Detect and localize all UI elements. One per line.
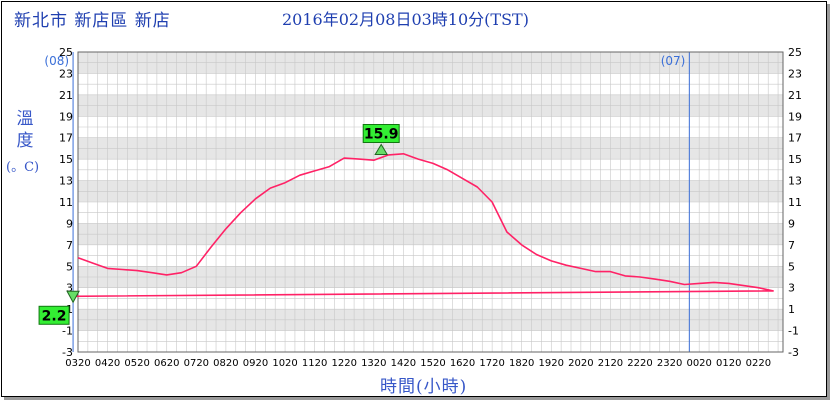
observation-timestamp: 2016年02月08日03時10分(TST) xyxy=(282,10,529,29)
y-axis-label: 溫度 xyxy=(16,109,34,151)
x-tick-label: 1520 xyxy=(420,358,445,369)
y-tick-label: 9 xyxy=(66,217,73,230)
x-tick-label: 0520 xyxy=(124,358,149,369)
y-tick-label-right: -1 xyxy=(788,325,799,338)
x-axis-label: 時間(小時) xyxy=(380,377,468,397)
x-tick-label: 0220 xyxy=(746,358,771,369)
y-tick-label-right: 1 xyxy=(788,303,795,316)
max-label-box xyxy=(362,124,400,143)
y-tick-label: 19 xyxy=(59,110,73,123)
y-tick-label-right: 21 xyxy=(788,89,802,102)
x-tick-label: 1420 xyxy=(391,358,416,369)
x-tick-label: 1020 xyxy=(272,358,297,369)
y-tick-label: 5 xyxy=(66,260,73,273)
y-tick-label: -1 xyxy=(62,325,73,338)
y-tick-label-right: -3 xyxy=(788,346,799,359)
y-tick-label-right: 3 xyxy=(788,282,795,295)
temperature-line xyxy=(73,153,774,298)
max-label-text: 15.9 xyxy=(364,127,399,143)
x-tick-label: 0020 xyxy=(686,358,711,369)
x-tick-label: 1120 xyxy=(302,358,327,369)
min-label-box xyxy=(38,305,70,325)
x-tick-label: 0120 xyxy=(716,358,741,369)
x-tick-label: 2120 xyxy=(598,358,623,369)
min-label-text: 2.2 xyxy=(42,308,67,324)
y-tick-label: 7 xyxy=(66,239,73,252)
max-marker-triangle xyxy=(374,143,389,155)
x-tick-label: 2220 xyxy=(627,358,652,369)
x-tick-label: 1620 xyxy=(450,358,475,369)
y-tick-label-right: 25 xyxy=(788,46,802,59)
x-tick-label: 0620 xyxy=(154,358,179,369)
y-tick-label: 23 xyxy=(59,67,73,80)
y-tick-label-right: 9 xyxy=(788,217,795,230)
y-tick-label-right: 5 xyxy=(788,260,795,273)
y-tick-label-right: 17 xyxy=(788,132,802,145)
plot-border xyxy=(77,51,784,353)
x-tick-label: 1720 xyxy=(479,358,504,369)
x-tick-label: 0820 xyxy=(213,358,238,369)
day-marker-label: (08) xyxy=(44,54,69,68)
x-tick-label: 2020 xyxy=(568,358,593,369)
y-tick-label-right: 15 xyxy=(788,153,802,166)
y-tick-label: -3 xyxy=(62,346,73,359)
y-tick-label: 17 xyxy=(59,132,73,145)
y-tick-label-right: 11 xyxy=(788,196,802,209)
x-tick-label: 1820 xyxy=(509,358,534,369)
x-tick-label: 2320 xyxy=(657,358,682,369)
y-tick-label: 3 xyxy=(66,282,73,295)
y-tick-label: 15 xyxy=(59,153,73,166)
y-tick-label: 21 xyxy=(59,89,73,102)
frame-shadow-bottom xyxy=(4,397,830,400)
y-axis-unit: (。C) xyxy=(6,160,40,175)
min-marker-triangle xyxy=(66,290,80,304)
x-tick-label: 0920 xyxy=(243,358,268,369)
y-tick-label: 25 xyxy=(59,46,73,59)
y-tick-label-right: 19 xyxy=(788,110,802,123)
x-tick-label: 1220 xyxy=(331,358,356,369)
y-tick-label: 11 xyxy=(59,196,73,209)
station-location: 新北市 新店區 新店 xyxy=(14,11,171,31)
x-tick-label: 0720 xyxy=(184,358,209,369)
y-tick-label-right: 7 xyxy=(788,239,795,252)
y-tick-label: 13 xyxy=(59,175,73,188)
x-tick-label: 1320 xyxy=(361,358,386,369)
y-tick-label-right: 13 xyxy=(788,175,802,188)
day-marker-label: (07) xyxy=(661,54,686,68)
x-tick-label: 0420 xyxy=(95,358,120,369)
y-tick-label-right: 23 xyxy=(788,67,802,80)
x-tick-label: 1920 xyxy=(539,358,564,369)
x-tick-label: 0320 xyxy=(65,358,90,369)
frame-shadow-right xyxy=(827,4,830,400)
